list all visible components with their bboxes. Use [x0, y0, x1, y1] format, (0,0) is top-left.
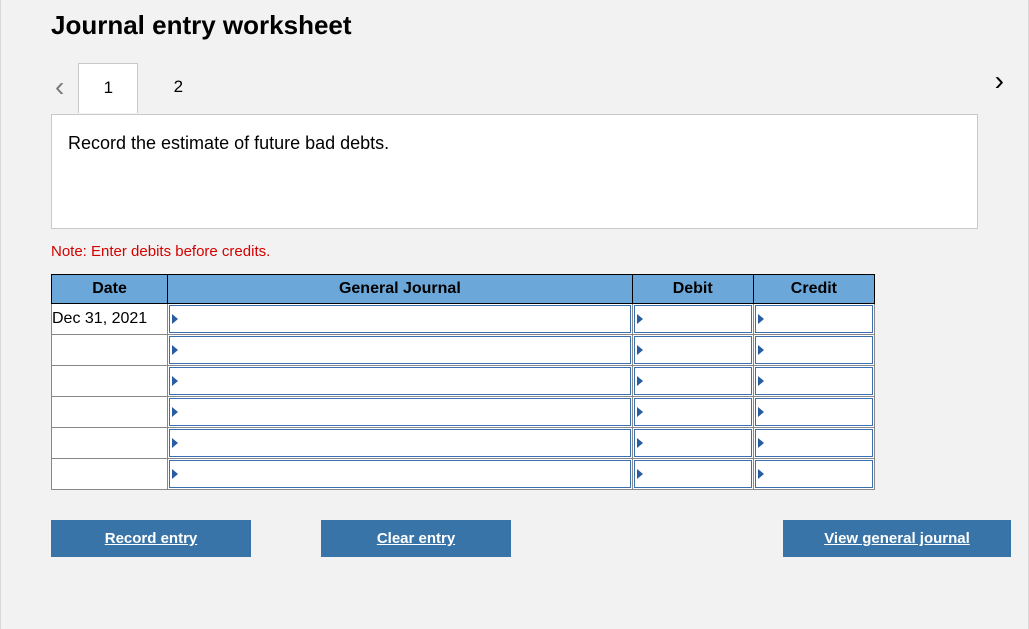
credit-cell[interactable]: [753, 366, 874, 397]
dropdown-triangle-icon: [172, 314, 178, 324]
table-row: Dec 31, 2021: [52, 304, 875, 335]
debit-input[interactable]: [634, 429, 752, 457]
debit-cell[interactable]: [632, 335, 753, 366]
debit-input[interactable]: [634, 336, 752, 364]
date-cell[interactable]: [52, 366, 168, 397]
credit-input[interactable]: [755, 336, 873, 364]
table-row: [52, 428, 875, 459]
credit-cell[interactable]: [753, 304, 874, 335]
tab-row: ‹ 1 2 ›: [51, 59, 978, 114]
dropdown-triangle-icon: [758, 314, 764, 324]
dropdown-triangle-icon: [172, 376, 178, 386]
dropdown-triangle-icon: [758, 469, 764, 479]
dropdown-triangle-icon: [637, 376, 643, 386]
credit-cell[interactable]: [753, 428, 874, 459]
debit-cell[interactable]: [632, 366, 753, 397]
chevron-right-icon[interactable]: ›: [991, 67, 1008, 95]
date-cell[interactable]: [52, 428, 168, 459]
general-journal-cell[interactable]: [168, 459, 633, 490]
credit-input[interactable]: [755, 367, 873, 395]
note-text: Note: Enter debits before credits.: [51, 243, 978, 260]
date-cell[interactable]: [52, 335, 168, 366]
header-debit: Debit: [632, 275, 753, 304]
table-row: [52, 397, 875, 428]
header-general-journal: General Journal: [168, 275, 633, 304]
general-journal-cell[interactable]: [168, 304, 633, 335]
tab-1[interactable]: 1: [78, 63, 138, 113]
journal-table: Date General Journal Debit Credit Dec 31…: [51, 274, 875, 490]
credit-input[interactable]: [755, 398, 873, 426]
worksheet-panel: Journal entry worksheet ‹ 1 2 › Record t…: [0, 0, 1029, 629]
table-row: [52, 366, 875, 397]
general-journal-cell[interactable]: [168, 397, 633, 428]
clear-entry-button[interactable]: Clear entry: [321, 520, 511, 557]
credit-input[interactable]: [755, 305, 873, 333]
credit-cell[interactable]: [753, 459, 874, 490]
dropdown-triangle-icon: [637, 314, 643, 324]
account-dropdown[interactable]: [169, 336, 631, 364]
dropdown-triangle-icon: [172, 345, 178, 355]
account-dropdown[interactable]: [169, 305, 631, 333]
account-dropdown[interactable]: [169, 460, 631, 488]
debit-input[interactable]: [634, 460, 752, 488]
account-dropdown[interactable]: [169, 398, 631, 426]
chevron-left-icon[interactable]: ‹: [51, 73, 68, 101]
general-journal-cell[interactable]: [168, 366, 633, 397]
instruction-box: Record the estimate of future bad debts.: [51, 114, 978, 229]
table-row: [52, 335, 875, 366]
table-row: [52, 459, 875, 490]
tab-2[interactable]: 2: [148, 62, 208, 112]
header-credit: Credit: [753, 275, 874, 304]
debit-cell[interactable]: [632, 304, 753, 335]
record-entry-button[interactable]: Record entry: [51, 520, 251, 557]
general-journal-cell[interactable]: [168, 335, 633, 366]
view-general-journal-button[interactable]: View general journal: [783, 520, 1011, 557]
debit-cell[interactable]: [632, 459, 753, 490]
date-cell[interactable]: [52, 397, 168, 428]
debit-input[interactable]: [634, 305, 752, 333]
account-dropdown[interactable]: [169, 429, 631, 457]
credit-cell[interactable]: [753, 335, 874, 366]
credit-input[interactable]: [755, 429, 873, 457]
header-date: Date: [52, 275, 168, 304]
debit-input[interactable]: [634, 398, 752, 426]
general-journal-cell[interactable]: [168, 428, 633, 459]
date-cell[interactable]: [52, 459, 168, 490]
instruction-text: Record the estimate of future bad debts.: [68, 133, 389, 153]
dropdown-triangle-icon: [637, 438, 643, 448]
dropdown-triangle-icon: [172, 407, 178, 417]
dropdown-triangle-icon: [758, 438, 764, 448]
dropdown-triangle-icon: [172, 438, 178, 448]
page-title: Journal entry worksheet: [51, 0, 978, 41]
button-row: Record entry Clear entry View general jo…: [51, 520, 971, 557]
dropdown-triangle-icon: [637, 407, 643, 417]
credit-input[interactable]: [755, 460, 873, 488]
dropdown-triangle-icon: [758, 376, 764, 386]
debit-cell[interactable]: [632, 397, 753, 428]
dropdown-triangle-icon: [758, 345, 764, 355]
credit-cell[interactable]: [753, 397, 874, 428]
dropdown-triangle-icon: [758, 407, 764, 417]
account-dropdown[interactable]: [169, 367, 631, 395]
dropdown-triangle-icon: [637, 345, 643, 355]
debit-input[interactable]: [634, 367, 752, 395]
dropdown-triangle-icon: [172, 469, 178, 479]
date-cell[interactable]: Dec 31, 2021: [52, 304, 168, 335]
debit-cell[interactable]: [632, 428, 753, 459]
dropdown-triangle-icon: [637, 469, 643, 479]
